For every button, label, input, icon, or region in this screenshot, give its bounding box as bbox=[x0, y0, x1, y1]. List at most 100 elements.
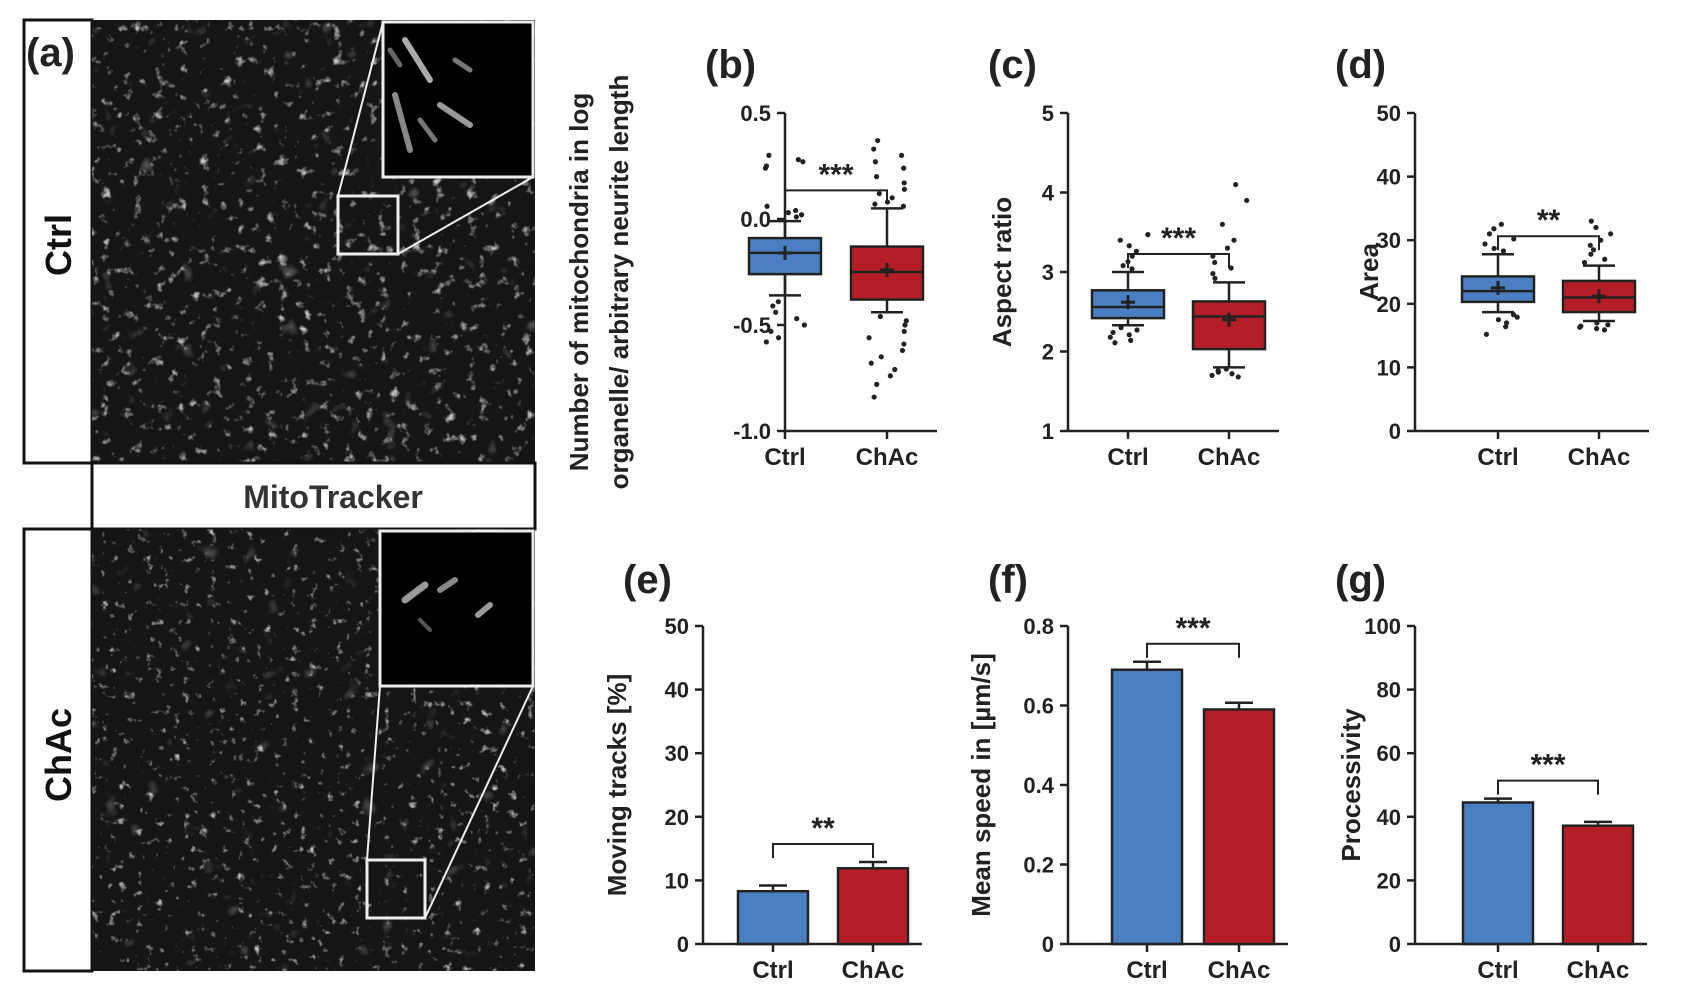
outlier-point-ctrl bbox=[1126, 243, 1132, 249]
outlier-point-chac bbox=[1235, 374, 1241, 380]
y-tick-label: 0 bbox=[1389, 419, 1401, 444]
outlier-point-chac bbox=[1233, 181, 1239, 188]
outlier-point-chac bbox=[898, 152, 905, 158]
y-tick-label: 30 bbox=[1377, 228, 1401, 253]
bar-ctrl bbox=[1110, 668, 1184, 946]
bar-chac bbox=[1202, 708, 1276, 946]
y-tick-label: 2 bbox=[1042, 340, 1054, 365]
y-axis-title: Moving tracks [%] bbox=[602, 674, 632, 897]
outlier-point-chac bbox=[902, 322, 908, 328]
outlier-point-ctrl bbox=[793, 207, 799, 214]
outlier-point-chac bbox=[899, 347, 906, 354]
y-tick-label: 4 bbox=[1042, 181, 1055, 206]
significance-label: *** bbox=[1530, 749, 1565, 782]
inset-zoom-chac bbox=[378, 529, 535, 688]
outlier-point-chac bbox=[1577, 324, 1583, 330]
y-tick-label: 0.5 bbox=[740, 101, 771, 126]
y-tick-label: 5 bbox=[1042, 101, 1054, 126]
significance-bracket bbox=[1497, 235, 1600, 251]
outlier-point-ctrl bbox=[768, 328, 774, 334]
y-axis-title: Area bbox=[1354, 243, 1384, 301]
y-tick-label: 50 bbox=[1377, 101, 1401, 126]
outlier-point-chac bbox=[1587, 242, 1593, 248]
y-tick-label: 0 bbox=[1389, 932, 1401, 957]
outlier-point-ctrl bbox=[773, 309, 779, 315]
significance-bracket bbox=[1127, 253, 1230, 268]
outlier-point-chac bbox=[900, 203, 907, 209]
roi-box-ctrl bbox=[336, 194, 400, 256]
outlier-point-chac bbox=[878, 354, 884, 360]
outlier-point-chac bbox=[1605, 322, 1611, 328]
panel-a: MitoTracker (a) Ctrl ChAc bbox=[22, 18, 537, 973]
outlier-point-chac bbox=[872, 201, 878, 207]
bar-ctrl bbox=[1461, 801, 1535, 946]
y-tick-label: 0 bbox=[1042, 932, 1054, 957]
y-axis-title-line1: Number of mitochondria in log bbox=[564, 93, 594, 471]
significance-label: *** bbox=[818, 158, 853, 191]
outlier-point-ctrl bbox=[801, 322, 807, 328]
chart-panel-e: (e) 50 40 30 20 10 0 Ctrl ChAc Moving tracks [%] *… bbox=[602, 558, 922, 984]
outlier-point-ctrl bbox=[1511, 236, 1517, 242]
outlier-point-chac bbox=[874, 381, 880, 387]
outlier-point-chac bbox=[1594, 320, 1600, 326]
outlier-point-ctrl bbox=[798, 212, 805, 218]
roi-box-chac bbox=[365, 858, 427, 920]
outlier-point-ctrl bbox=[762, 165, 769, 171]
outlier-point-chac bbox=[872, 159, 878, 165]
outlier-point-chac bbox=[1231, 237, 1237, 243]
outlier-point-chac bbox=[1212, 259, 1218, 266]
x-tick-label-chac: ChAc bbox=[856, 444, 919, 471]
y-tick-label: 30 bbox=[665, 741, 689, 766]
outlier-point-ctrl bbox=[793, 214, 799, 220]
outlier-point-chac bbox=[1602, 256, 1608, 262]
outlier-point-chac bbox=[887, 373, 893, 379]
bar-chac bbox=[836, 867, 910, 946]
x-tick-label-ctrl: Ctrl bbox=[1107, 444, 1148, 471]
bar-ctrl bbox=[736, 889, 810, 946]
outlier-point-chac bbox=[892, 366, 898, 373]
mitotracker-label: MitoTracker bbox=[243, 479, 423, 515]
significance-label: ** bbox=[811, 812, 835, 845]
significance-bracket bbox=[784, 189, 888, 205]
x-tick-label-ctrl: Ctrl bbox=[1477, 444, 1518, 471]
y-tick-label: 0 bbox=[677, 932, 689, 957]
y-tick-label: 40 bbox=[1377, 165, 1401, 190]
mitotracker-label-box bbox=[90, 461, 537, 531]
y-tick-label: 60 bbox=[1377, 741, 1401, 766]
outlier-point-ctrl bbox=[1133, 248, 1139, 254]
y-axis-title-line2: organelle/ arbitrary neurite length bbox=[604, 75, 634, 490]
outlier-point-chac bbox=[1219, 221, 1226, 227]
outlier-point-chac bbox=[1244, 197, 1250, 204]
x-tick-label-chac: ChAc bbox=[1567, 957, 1630, 984]
outlier-point-ctrl bbox=[775, 335, 782, 341]
y-tick-label: 0.0 bbox=[740, 207, 771, 232]
box-ctrl bbox=[1460, 275, 1536, 304]
y-axis-title: Mean speed in [µm/s] bbox=[966, 653, 996, 916]
outlier-point-chac bbox=[1608, 231, 1614, 237]
outlier-point-chac bbox=[1601, 327, 1608, 333]
panel-label-a: (a) bbox=[26, 31, 75, 75]
inset-zoom-ctrl bbox=[381, 20, 535, 179]
y-tick-label: 40 bbox=[1377, 805, 1401, 830]
outlier-point-ctrl bbox=[1145, 232, 1151, 238]
x-tick-label-chac: ChAc bbox=[1568, 444, 1631, 471]
panel-label-d: (d) bbox=[1335, 43, 1386, 87]
y-tick-label: 0.2 bbox=[1023, 853, 1054, 878]
outlier-point-ctrl bbox=[1491, 245, 1497, 252]
significance-bracket bbox=[1497, 779, 1599, 795]
outlier-point-ctrl bbox=[1110, 329, 1116, 336]
x-tick-label-chac: ChAc bbox=[1198, 444, 1261, 471]
y-axis-title: Aspect ratio bbox=[987, 197, 1017, 347]
outlier-point-ctrl bbox=[1126, 332, 1132, 338]
outlier-point-chac bbox=[866, 335, 872, 341]
significance-bracket bbox=[1146, 642, 1240, 658]
outlier-point-ctrl bbox=[770, 303, 776, 309]
outlier-point-chac bbox=[901, 180, 907, 186]
outlier-point-chac bbox=[901, 341, 907, 347]
outlier-point-chac bbox=[901, 328, 907, 334]
outlier-point-ctrl bbox=[1107, 334, 1113, 340]
y-tick-label: -1.0 bbox=[733, 419, 771, 444]
outlier-point-ctrl bbox=[1498, 221, 1504, 227]
outlier-point-ctrl bbox=[1482, 241, 1488, 247]
